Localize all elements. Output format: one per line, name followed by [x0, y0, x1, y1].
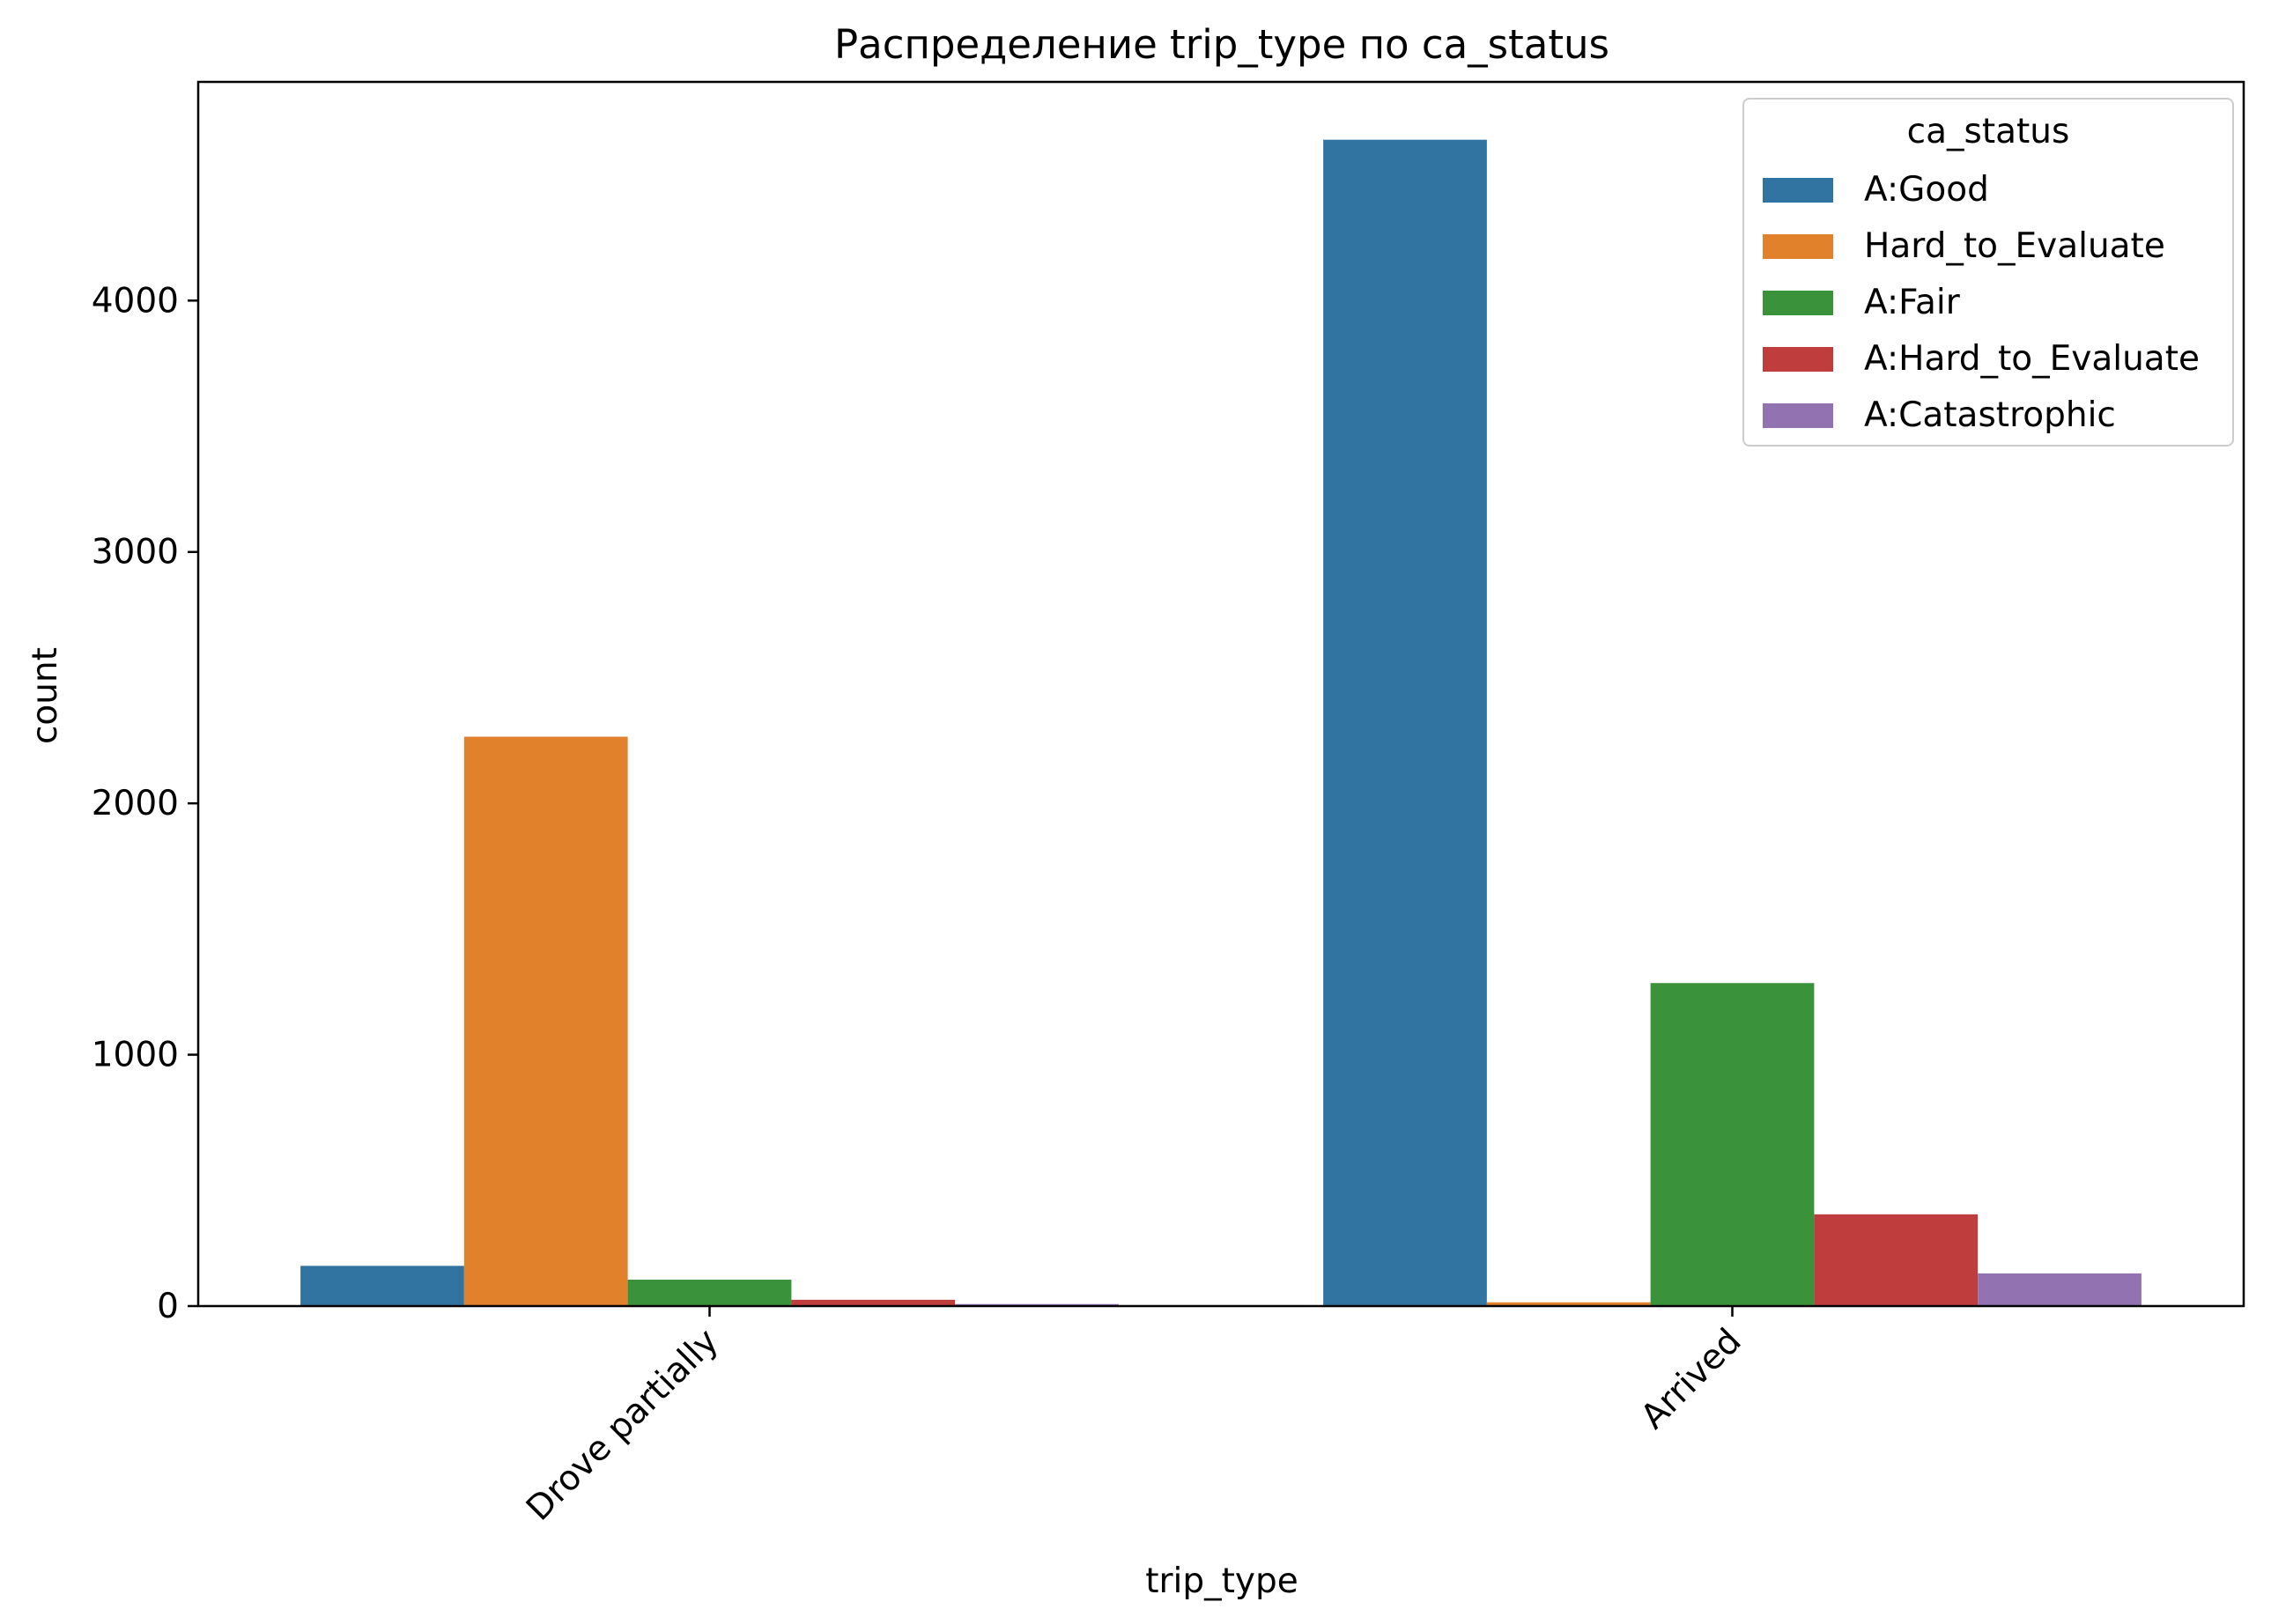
y-tick-label: 1000 — [92, 1036, 179, 1075]
legend-swatch — [1763, 178, 1833, 203]
bar-a-catastrophic-1 — [1978, 1273, 2142, 1306]
plot-frame — [196, 80, 2245, 1308]
legend-entry-label: A:Good — [1864, 170, 1989, 210]
bar-hard-to-evaluate-0 — [463, 736, 628, 1306]
y-tick-label: 4000 — [92, 281, 179, 321]
legend-swatch — [1763, 347, 1833, 372]
chart-title: Распределение trip_type по ca_status — [834, 21, 1609, 68]
bar-a-good-0 — [300, 1266, 464, 1306]
bar-a-fair-1 — [1650, 983, 1815, 1306]
y-axis-label: count — [26, 647, 65, 744]
bar-a-hard-to-evaluate-0 — [791, 1299, 956, 1306]
bar-a-hard-to-evaluate-1 — [1814, 1214, 1979, 1306]
y-tick-label: 0 — [157, 1287, 179, 1326]
legend-swatch — [1763, 234, 1833, 259]
legend-entry-label: A:Fair — [1864, 283, 1961, 322]
bars-layer — [300, 139, 2142, 1306]
bar-a-good-1 — [1323, 139, 1487, 1306]
legend-swatch — [1763, 403, 1833, 428]
x-axis-label: trip_type — [1145, 1561, 1298, 1601]
legend: ca_status A:Good Hard_to_Evaluate A:Fair A:H… — [1742, 98, 2234, 447]
legend-entry-label: A:Catastrophic — [1864, 395, 2116, 435]
legend-entry-label: Hard_to_Evaluate — [1864, 226, 2165, 266]
legend-box — [1742, 98, 2234, 447]
bar-hard-to-evaluate-1 — [1486, 1302, 1651, 1306]
y-axis: 0 1000 2000 3000 4000 — [92, 281, 198, 1326]
bar-a-fair-0 — [627, 1280, 792, 1306]
legend-title: ca_status — [1907, 112, 2070, 151]
legend-swatch — [1763, 291, 1833, 315]
y-tick-label: 3000 — [92, 533, 179, 572]
y-tick-label: 2000 — [92, 784, 179, 823]
legend-entry-label: A:Hard_to_Evaluate — [1864, 339, 2200, 379]
